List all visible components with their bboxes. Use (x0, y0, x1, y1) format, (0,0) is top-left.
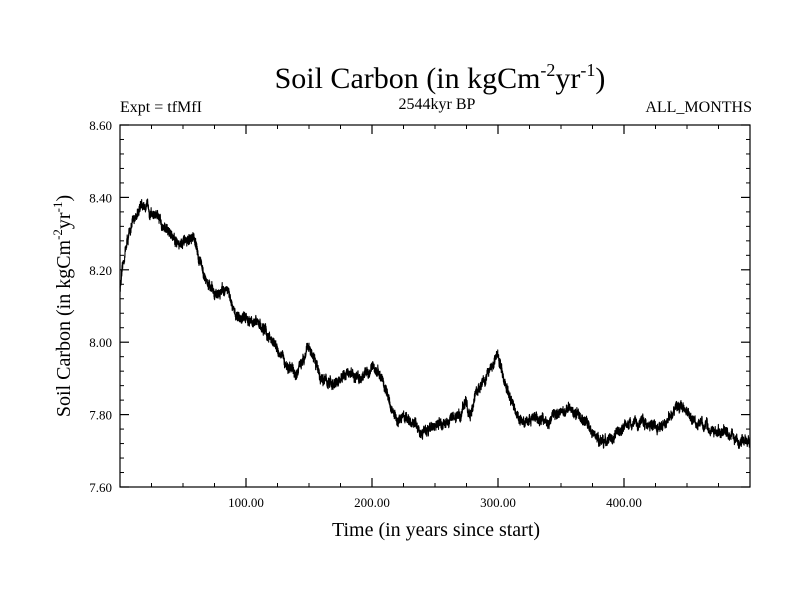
y-tick-label: 8.40 (89, 190, 112, 205)
chart-title-end: ) (595, 62, 605, 95)
x-axis-label: Time (in years since start) (332, 519, 540, 541)
y-tick-label: 7.60 (89, 480, 112, 495)
chart-title-mid: yr (555, 62, 580, 95)
y-tick-label: 8.20 (89, 263, 112, 278)
chart-title-sup1: -2 (540, 60, 555, 80)
axis-ticks (120, 124, 750, 488)
y-axis-label-main: Soil Carbon (in kgCm (53, 239, 75, 417)
y-tick-label: 8.00 (89, 335, 112, 350)
x-tick-label: 400.00 (606, 495, 642, 510)
series-line (119, 198, 751, 449)
y-axis-label-mid: yr (53, 212, 75, 229)
x-tick-label: 200.00 (354, 495, 390, 510)
y-axis-label-sup2: -1 (50, 202, 65, 213)
chart-title-sup2: -1 (580, 60, 595, 80)
x-tick-label: 300.00 (480, 495, 516, 510)
y-axis-label-sup1: -2 (50, 229, 65, 240)
plot-frame (119, 124, 751, 488)
series-layer (119, 198, 751, 449)
x-tick-label: 100.00 (228, 495, 264, 510)
subtitle-left: Expt = tfMfI (120, 99, 202, 116)
chart-title-main: Soil Carbon (in kgCm (275, 62, 541, 95)
subtitle-center: 2544kyr BP (399, 96, 476, 113)
subtitle-right: ALL_MONTHS (645, 99, 752, 116)
y-tick-label: 8.60 (89, 118, 112, 133)
y-tick-label: 7.80 (89, 408, 112, 423)
y-axis-label-end: ) (53, 195, 75, 202)
axis-tick-labels: 100.00 200.00 300.00 400.00 7.60 7.80 8.00 8.20… (89, 118, 642, 510)
y-axis-label: Soil Carbon (in kgCm-2yr-1) (50, 195, 75, 417)
chart-title: Soil Carbon (in kgCm-2yr-1) (275, 60, 606, 95)
